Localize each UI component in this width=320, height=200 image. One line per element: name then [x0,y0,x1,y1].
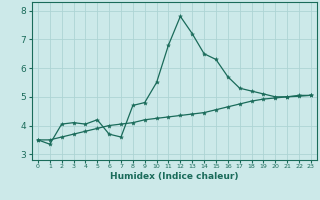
X-axis label: Humidex (Indice chaleur): Humidex (Indice chaleur) [110,172,239,181]
